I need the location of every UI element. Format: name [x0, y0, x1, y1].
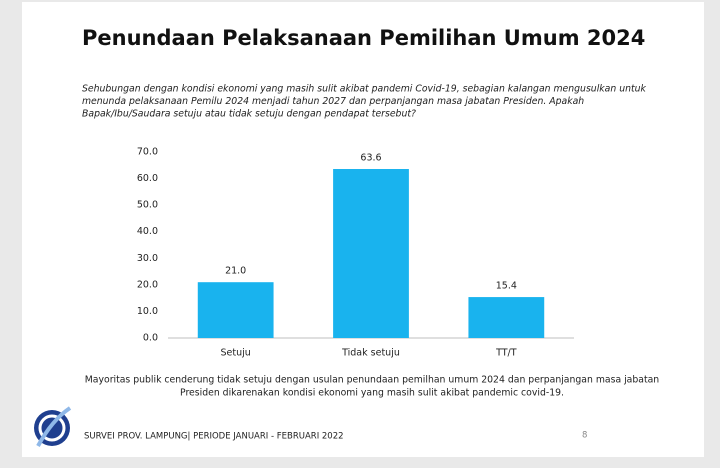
bar — [333, 169, 409, 338]
y-tick-label: 60.0 — [137, 173, 158, 184]
caption-line: Presiden dikarenakan kondisi ekonomi yan… — [180, 388, 564, 399]
caption-line: Mayoritas publik cenderung tidak setuju … — [85, 375, 660, 386]
subtitle-line: menunda pelaksanaan Pemilu 2024 menjadi … — [82, 96, 584, 107]
x-tick-label: Setuju — [221, 348, 251, 359]
bar — [468, 297, 545, 338]
y-tick-label: 70.0 — [137, 147, 158, 158]
data-label: 21.0 — [225, 266, 246, 277]
y-tick-label: 0.0 — [143, 333, 158, 344]
x-tick-label: Tidak setuju — [341, 348, 400, 359]
subtitle-line: Bapak/Ibu/Saudara setuju atau tidak setu… — [82, 109, 416, 120]
y-tick-label: 10.0 — [137, 306, 158, 317]
data-label: 63.6 — [360, 153, 381, 164]
bar — [197, 282, 274, 338]
page-number: 8 — [582, 431, 587, 441]
y-tick-label: 30.0 — [137, 253, 158, 264]
slide-title: Penundaan Pelaksanaan Pemilihan Umum 202… — [82, 26, 645, 50]
y-tick-label: 40.0 — [137, 226, 158, 237]
subtitle-line: Sehubungan dengan kondisi ekonomi yang m… — [82, 84, 647, 95]
y-tick-label: 20.0 — [137, 279, 158, 290]
footer: SURVEI PROV. LAMPUNG| PERIODE JANUARI - … — [84, 432, 344, 442]
y-tick-label: 50.0 — [137, 200, 158, 211]
logo — [34, 406, 72, 447]
data-label: 15.4 — [496, 281, 517, 292]
x-tick-label: TT/T — [495, 348, 517, 359]
